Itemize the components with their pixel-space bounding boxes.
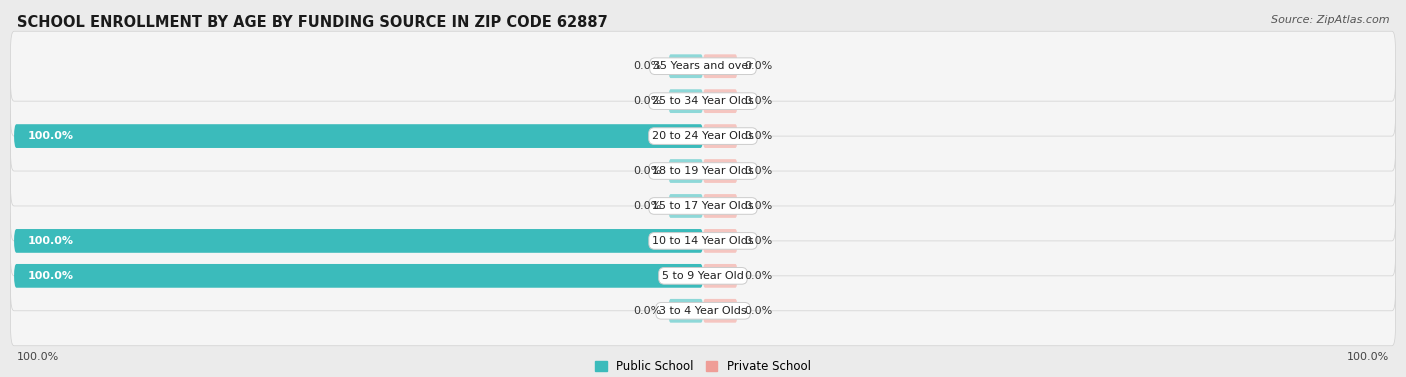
Text: 0.0%: 0.0% xyxy=(634,201,662,211)
FancyBboxPatch shape xyxy=(703,264,738,288)
FancyBboxPatch shape xyxy=(669,159,703,183)
FancyBboxPatch shape xyxy=(11,31,1395,101)
FancyBboxPatch shape xyxy=(703,229,738,253)
Text: 100.0%: 100.0% xyxy=(28,271,75,281)
FancyBboxPatch shape xyxy=(11,241,1395,311)
Text: 0.0%: 0.0% xyxy=(744,201,772,211)
Text: Source: ZipAtlas.com: Source: ZipAtlas.com xyxy=(1271,15,1389,25)
FancyBboxPatch shape xyxy=(703,194,738,218)
FancyBboxPatch shape xyxy=(703,299,738,323)
FancyBboxPatch shape xyxy=(669,194,703,218)
Text: 0.0%: 0.0% xyxy=(744,306,772,316)
Text: 10 to 14 Year Olds: 10 to 14 Year Olds xyxy=(652,236,754,246)
Text: 0.0%: 0.0% xyxy=(634,166,662,176)
Text: 5 to 9 Year Old: 5 to 9 Year Old xyxy=(662,271,744,281)
FancyBboxPatch shape xyxy=(11,206,1395,276)
FancyBboxPatch shape xyxy=(669,299,703,323)
FancyBboxPatch shape xyxy=(703,54,738,78)
FancyBboxPatch shape xyxy=(11,136,1395,206)
FancyBboxPatch shape xyxy=(703,124,738,148)
Text: 3 to 4 Year Olds: 3 to 4 Year Olds xyxy=(659,306,747,316)
Text: 0.0%: 0.0% xyxy=(744,236,772,246)
Text: 100.0%: 100.0% xyxy=(17,352,59,362)
Text: 0.0%: 0.0% xyxy=(744,96,772,106)
Text: 0.0%: 0.0% xyxy=(744,166,772,176)
Text: 0.0%: 0.0% xyxy=(634,306,662,316)
FancyBboxPatch shape xyxy=(11,276,1395,346)
Text: 25 to 34 Year Olds: 25 to 34 Year Olds xyxy=(652,96,754,106)
FancyBboxPatch shape xyxy=(703,159,738,183)
FancyBboxPatch shape xyxy=(14,264,703,288)
FancyBboxPatch shape xyxy=(11,66,1395,136)
Text: 100.0%: 100.0% xyxy=(28,131,75,141)
Text: 0.0%: 0.0% xyxy=(744,131,772,141)
Text: 100.0%: 100.0% xyxy=(28,236,75,246)
FancyBboxPatch shape xyxy=(669,54,703,78)
FancyBboxPatch shape xyxy=(669,89,703,113)
Text: 0.0%: 0.0% xyxy=(744,61,772,71)
FancyBboxPatch shape xyxy=(14,229,703,253)
FancyBboxPatch shape xyxy=(11,101,1395,171)
Text: SCHOOL ENROLLMENT BY AGE BY FUNDING SOURCE IN ZIP CODE 62887: SCHOOL ENROLLMENT BY AGE BY FUNDING SOUR… xyxy=(17,15,607,30)
Text: 0.0%: 0.0% xyxy=(634,61,662,71)
Legend: Public School, Private School: Public School, Private School xyxy=(591,355,815,377)
Text: 100.0%: 100.0% xyxy=(1347,352,1389,362)
Text: 20 to 24 Year Olds: 20 to 24 Year Olds xyxy=(652,131,754,141)
Text: 0.0%: 0.0% xyxy=(744,271,772,281)
Text: 0.0%: 0.0% xyxy=(634,96,662,106)
FancyBboxPatch shape xyxy=(11,171,1395,241)
Text: 15 to 17 Year Olds: 15 to 17 Year Olds xyxy=(652,201,754,211)
Text: 35 Years and over: 35 Years and over xyxy=(652,61,754,71)
FancyBboxPatch shape xyxy=(14,124,703,148)
FancyBboxPatch shape xyxy=(703,89,738,113)
Text: 18 to 19 Year Olds: 18 to 19 Year Olds xyxy=(652,166,754,176)
